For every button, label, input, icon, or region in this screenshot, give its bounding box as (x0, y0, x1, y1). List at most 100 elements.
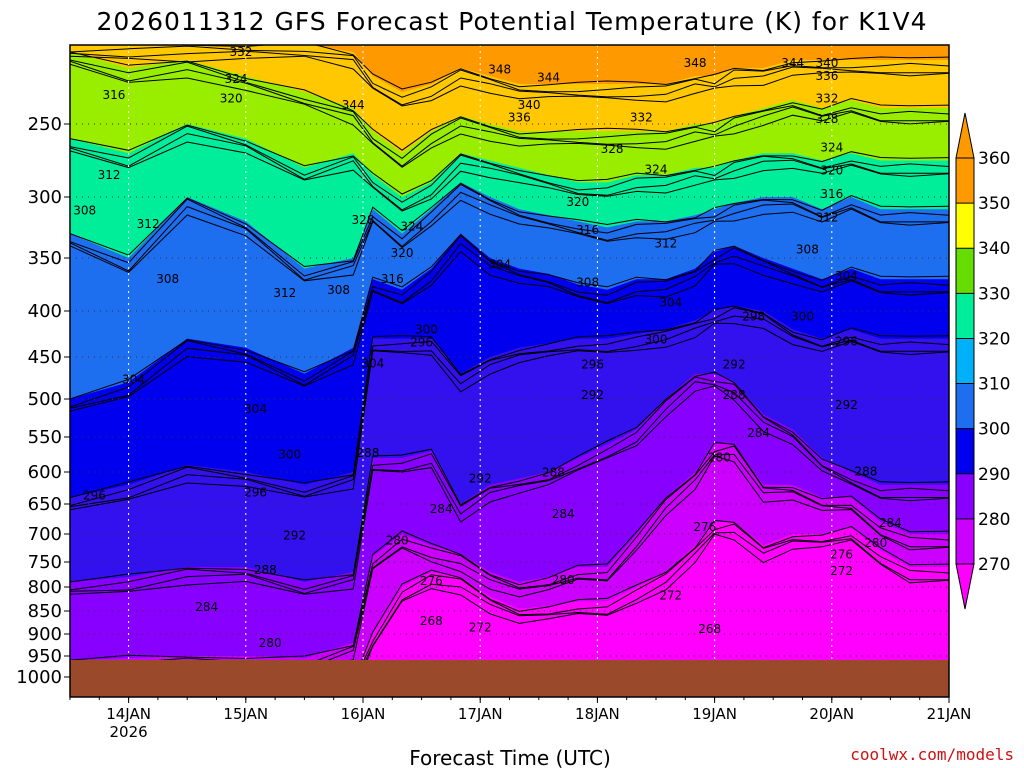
chart-title: 2026011312 GFS Forecast Potential Temper… (96, 7, 927, 36)
contour-line (70, 250, 949, 412)
contour-label: 312 (815, 211, 838, 225)
contour-label: 332 (630, 111, 653, 125)
contour-label: 298 (742, 310, 765, 324)
y-tick-label: 1000 (16, 667, 62, 688)
contour-label: 344 (342, 98, 365, 112)
terrain-ground (70, 660, 949, 697)
colorbar-label: 310 (978, 375, 1010, 395)
contour-label: 288 (723, 388, 746, 402)
colorbar-legend: 360 350 340 330 320 310 300 290 280 270 (955, 112, 1010, 610)
contour-label: 308 (796, 242, 819, 256)
contour-label: 296 (835, 334, 858, 348)
contour-label: 304 (244, 402, 267, 416)
contour-label: 304 (488, 257, 511, 271)
contour-label: 296 (83, 489, 106, 503)
contour-label: 276 (420, 574, 443, 588)
contour-label: 276 (830, 548, 853, 562)
contour-label: 284 (879, 516, 902, 530)
contour-label: 304 (659, 296, 682, 310)
contour-label: 320 (220, 91, 243, 105)
colorbar-segment (956, 428, 974, 474)
contour-label: 316 (576, 223, 599, 237)
colorbar-max-arrow (955, 112, 975, 159)
contour-line (70, 191, 949, 281)
x-tick-label: 15JAN (223, 705, 268, 723)
contour-label: 328 (601, 142, 624, 156)
contour-label: 324 (400, 219, 423, 233)
contour-line (70, 234, 949, 408)
contour-label: 296 (581, 358, 604, 372)
contour-label: 332 (815, 91, 838, 105)
y-tick-label: 850 (28, 601, 62, 622)
x-tick-label: 17JAN (458, 705, 503, 723)
contour-line (70, 199, 949, 282)
contour-line (70, 183, 949, 277)
colorbar-label: 270 (978, 555, 1010, 575)
y-tick-label: 250 (28, 114, 62, 135)
colorbar-segment (956, 158, 974, 204)
x-tick-year: 2026 (110, 723, 148, 741)
contour-label: 324 (645, 162, 668, 176)
contour-label: 344 (781, 56, 804, 70)
contour-line (70, 51, 949, 151)
colorbar-label: 340 (978, 239, 1010, 259)
contour-line (70, 182, 949, 268)
contour-label: 300 (791, 310, 814, 324)
band-above-332-k (70, 45, 949, 154)
contour-label: 280 (386, 534, 409, 548)
contour-line (70, 141, 949, 212)
contour-line (70, 133, 949, 211)
contour-labels: 332 324 316 320 312 308 312 308 312 304 304 300 296 2… (73, 45, 902, 650)
y-tick-label: 750 (28, 552, 62, 573)
x-tick-label: 20JAN (809, 705, 854, 723)
source-credit: coolwx.com/models (850, 745, 1014, 764)
contour-label: 332 (229, 45, 252, 59)
contour-label: 292 (581, 388, 604, 402)
colorbar-label: 360 (978, 149, 1010, 169)
contour-label: 324 (820, 140, 843, 154)
contour-label: 276 (693, 520, 716, 534)
y-tick-label: 950 (28, 646, 62, 667)
colorbar-label: 350 (978, 194, 1010, 214)
contour-label: 308 (73, 203, 96, 217)
contour-label: 272 (659, 589, 682, 603)
contour-label: 312 (98, 168, 121, 182)
contour-label: 316 (102, 88, 125, 102)
colorbar-label: 300 (978, 420, 1010, 440)
colorbar-segment (956, 248, 974, 294)
contour-label: 292 (835, 398, 858, 412)
contour-label: 292 (283, 529, 306, 543)
contour-label: 308 (327, 283, 350, 297)
plot-area: 332 324 316 320 312 308 312 308 312 304 304 300 296 2… (70, 45, 949, 697)
x-axis-label: Forecast Time (UTC) (409, 746, 611, 768)
y-tick-label: 600 (28, 462, 62, 483)
contour-line (70, 307, 949, 507)
colorbar-label: 280 (978, 510, 1010, 530)
contour-label: 336 (815, 69, 838, 83)
contour-line (70, 50, 949, 106)
contour-line (70, 441, 949, 661)
contour-label: 348 (488, 63, 511, 77)
x-tick-label: 14JAN (106, 705, 151, 723)
contour-label: 308 (576, 275, 599, 289)
contour-label: 284 (195, 600, 218, 614)
y-tick-label: 450 (28, 347, 62, 368)
contour-label: 340 (518, 98, 541, 112)
x-tick-label: 16JAN (341, 705, 386, 723)
contour-label: 312 (137, 217, 160, 231)
contour-line (70, 63, 949, 168)
x-tick-label: 19JAN (692, 705, 737, 723)
band-above-344-k (70, 45, 949, 92)
contour-label: 292 (723, 358, 746, 372)
y-tick-label: 900 (28, 624, 62, 645)
colorbar-segment (956, 338, 974, 384)
contour-line (70, 125, 949, 203)
contour-label: 328 (815, 112, 838, 126)
contour-label: 280 (708, 450, 731, 464)
contour-label: 272 (469, 621, 492, 635)
contour-line (70, 60, 949, 167)
contour-label: 280 (259, 636, 282, 650)
contour-label: 320 (566, 195, 589, 209)
